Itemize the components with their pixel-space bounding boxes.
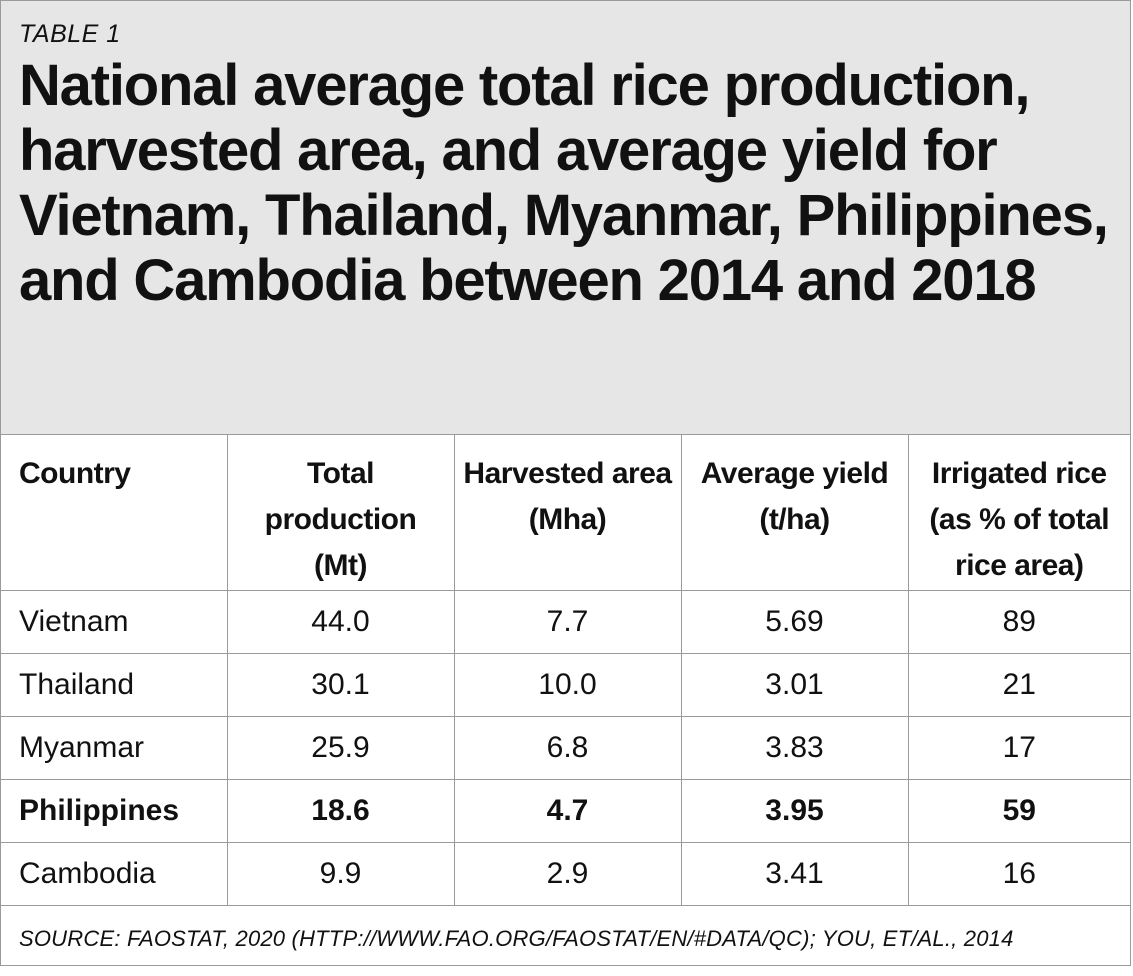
cell-country: Vietnam	[1, 590, 227, 654]
table-title: National average total rice production, …	[19, 53, 1109, 313]
column-header-irrigated-rice: Irrigated rice (as % of total rice area)	[907, 435, 1130, 591]
data-table: Country Total production (Mt) Harvested …	[1, 435, 1130, 906]
cell-harvested-area: 4.7	[453, 779, 681, 843]
cell-total-production: 25.9	[226, 716, 454, 780]
cell-country: Philippines	[1, 779, 227, 843]
table-row: Thailand 30.1 10.0 3.01 21	[1, 653, 1130, 717]
column-header-average-yield: Average yield (t/ha)	[680, 435, 908, 591]
cell-country: Thailand	[1, 653, 227, 717]
header-row: Country Total production (Mt) Harvested …	[1, 435, 1130, 591]
table-header: TABLE 1 National average total rice prod…	[1, 1, 1130, 435]
cell-harvested-area: 7.7	[453, 590, 681, 654]
source-note: SOURCE: FAOSTAT, 2020 (HTTP://WWW.FAO.OR…	[19, 925, 1014, 951]
column-header-harvested-area: Harvested area (Mha)	[453, 435, 681, 591]
cell-irrigated-rice: 59	[907, 779, 1130, 843]
cell-total-production: 30.1	[226, 653, 454, 717]
cell-irrigated-rice: 21	[907, 653, 1130, 717]
cell-average-yield: 3.95	[680, 779, 908, 843]
cell-harvested-area: 6.8	[453, 716, 681, 780]
cell-total-production: 9.9	[226, 842, 454, 906]
cell-harvested-area: 10.0	[453, 653, 681, 717]
cell-average-yield: 3.01	[680, 653, 908, 717]
cell-country: Cambodia	[1, 842, 227, 906]
cell-total-production: 44.0	[226, 590, 454, 654]
cell-irrigated-rice: 17	[907, 716, 1130, 780]
cell-harvested-area: 2.9	[453, 842, 681, 906]
cell-average-yield: 3.83	[680, 716, 908, 780]
table-row: Cambodia 9.9 2.9 3.41 16	[1, 842, 1130, 906]
cell-irrigated-rice: 89	[907, 590, 1130, 654]
cell-average-yield: 5.69	[680, 590, 908, 654]
table-row: Myanmar 25.9 6.8 3.83 17	[1, 716, 1130, 780]
cell-irrigated-rice: 16	[907, 842, 1130, 906]
column-header-country: Country	[1, 435, 227, 591]
table-label: TABLE 1	[19, 20, 121, 48]
table-row: Vietnam 44.0 7.7 5.69 89	[1, 590, 1130, 654]
column-header-total-production: Total production (Mt)	[226, 435, 454, 591]
cell-average-yield: 3.41	[680, 842, 908, 906]
cell-total-production: 18.6	[226, 779, 454, 843]
table-row-highlighted: Philippines 18.6 4.7 3.95 59	[1, 779, 1130, 843]
cell-country: Myanmar	[1, 716, 227, 780]
